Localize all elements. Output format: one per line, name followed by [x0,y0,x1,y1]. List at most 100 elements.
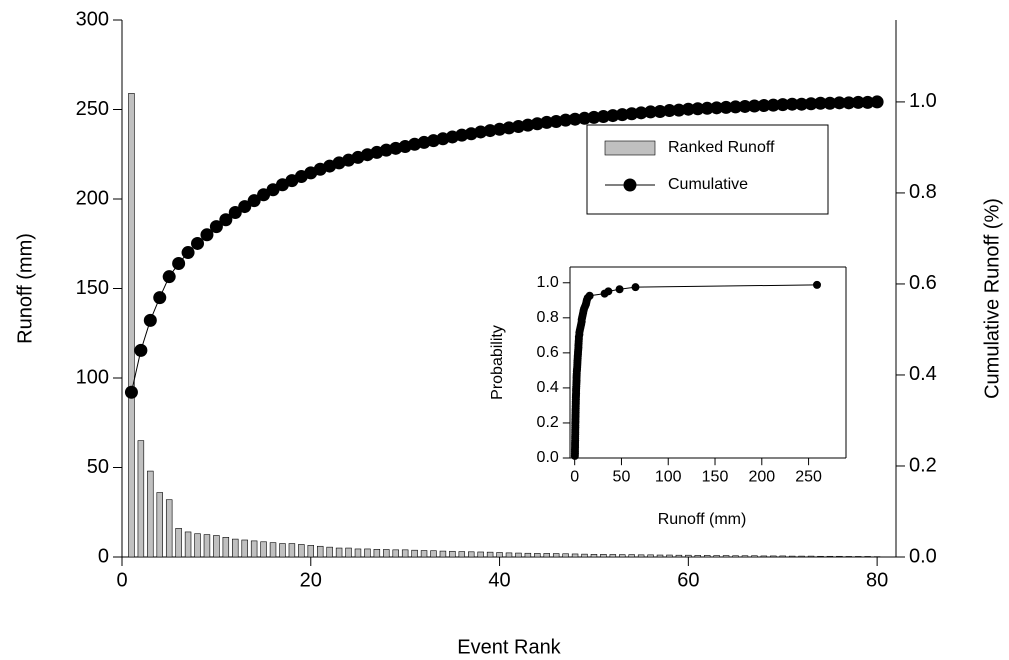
bar [817,555,824,558]
bar [609,554,617,558]
data-point [710,101,724,115]
bar [203,534,211,558]
bar [581,553,588,558]
y2-tick-label: 0.4 [909,363,937,385]
data-point [653,104,667,118]
y-tick-label: 0.6 [537,344,559,361]
bar [647,554,654,558]
bar [241,539,248,558]
data-point [143,313,157,327]
bar [373,549,381,558]
data-point [191,236,205,250]
data-point [585,291,594,300]
data-point [247,194,261,208]
data-point [804,97,818,111]
y-axis-label: Probability [489,325,506,400]
x-tick-label: 150 [702,468,729,485]
bar [496,552,503,558]
data-point [219,213,233,227]
data-point [631,283,640,292]
y-tick-label: 300 [76,8,109,30]
bar [826,555,834,558]
data-point [861,95,875,109]
data-point [766,98,780,112]
bar [222,537,230,558]
bar [590,554,598,558]
bar [439,550,447,558]
y2-tick-label: 0.8 [909,181,937,203]
data-point [691,102,705,116]
bar [741,555,749,558]
bar [250,540,258,558]
y2-tick-label: 1.0 [909,90,937,112]
data-point [757,99,771,113]
data-point [153,291,167,305]
bar [732,555,739,558]
data-point [134,343,148,357]
bar [128,93,135,558]
bar [298,544,305,558]
data-point [851,95,865,109]
data-point [681,102,695,116]
bar [656,554,664,558]
data-point [587,110,601,124]
legend-marker [623,178,637,192]
bar [307,545,315,558]
data-point [738,99,752,113]
bar [779,555,786,558]
y-tick-label: 100 [76,366,109,388]
data-point [700,101,714,115]
y2-axis-label: Cumulative Runoff (%) [981,198,1003,399]
data-point [124,385,138,399]
data-point [559,113,573,127]
bar [165,499,173,558]
data-point [238,200,252,214]
bar [449,550,456,558]
bar [147,470,154,558]
data-point [606,109,620,123]
data-point [729,100,743,114]
y-tick-label: 250 [76,98,109,120]
bar [279,543,286,558]
bar [534,553,541,558]
bar [213,535,220,558]
y-tick-label: 0.4 [537,379,559,396]
x-tick-label: 100 [655,468,682,485]
bar [675,554,683,558]
bar [685,554,692,558]
bar [420,550,428,558]
data-point [181,246,195,260]
y-tick-label: 0.0 [537,449,559,466]
data-point [842,96,856,110]
x-tick-label: 0 [570,468,579,485]
data-point [812,280,821,289]
bar [194,533,201,558]
y-tick-label: 200 [76,187,109,209]
bar [543,553,550,558]
data-point [719,100,733,114]
bar [515,552,522,558]
data-point [644,105,658,119]
x-tick-label: 250 [795,468,822,485]
bar [326,546,333,558]
data-point [832,96,846,110]
bar [760,555,768,558]
bar [137,440,145,558]
data-point [209,220,223,234]
bar [175,528,182,558]
data-point [596,109,610,123]
bar [666,554,673,558]
bar [619,554,626,558]
y-tick-label: 0.8 [537,309,559,326]
bar [335,547,343,558]
bar [156,492,163,558]
x-tick-label: 40 [488,569,510,591]
legend-swatch [604,140,656,156]
data-point [795,97,809,111]
bar [562,553,569,558]
bar [260,541,267,558]
legend-label: Cumulative [668,176,748,193]
bar [552,553,560,558]
data-point [813,96,827,110]
